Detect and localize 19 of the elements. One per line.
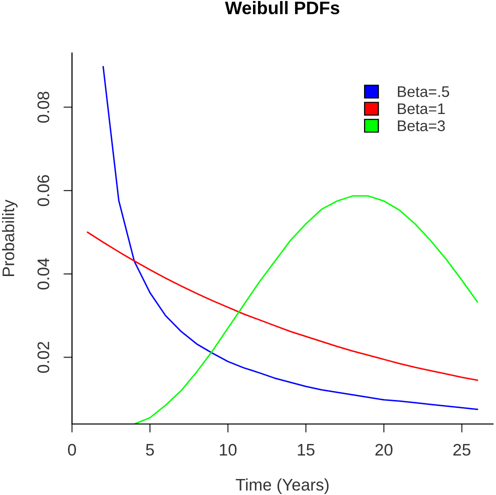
- legend-label: Beta=1: [398, 103, 445, 114]
- x-tick-label: 5: [146, 444, 154, 456]
- chart-title: Weibull PDFs: [224, 1, 340, 14]
- x-tick-label: 25: [453, 444, 470, 456]
- line-series: [134, 195, 478, 424]
- y-tick-label: 0.02: [37, 342, 50, 373]
- y-tick-label: 0.08: [37, 92, 50, 123]
- line-series: [86, 232, 478, 381]
- y-tick-label: 0.04: [37, 258, 50, 290]
- y-axis-title: Probability: [2, 200, 18, 276]
- x-axis-title: Time (Years): [236, 478, 329, 494]
- line-series: [102, 66, 478, 410]
- x-tick-label: 15: [298, 444, 314, 456]
- legend-label: Beta=3: [398, 120, 445, 132]
- legend-label: Beta=.5: [398, 86, 450, 98]
- y-tick-label: 0.06: [37, 175, 50, 206]
- x-tick-label: 20: [375, 444, 392, 456]
- x-tick-label: 10: [220, 444, 237, 456]
- x-tick-label: 0: [68, 444, 76, 456]
